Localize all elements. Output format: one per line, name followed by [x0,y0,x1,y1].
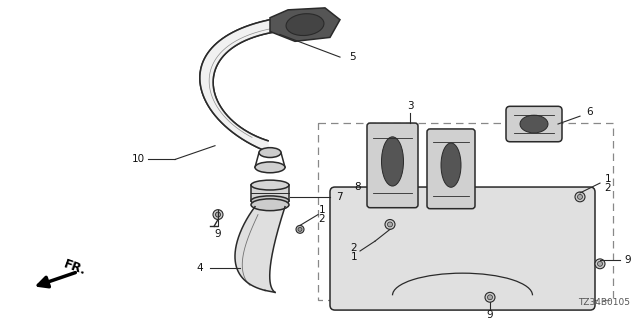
FancyBboxPatch shape [367,123,418,208]
Ellipse shape [286,14,324,36]
Ellipse shape [251,196,289,206]
Circle shape [488,295,493,300]
Circle shape [598,261,602,266]
Text: TZ34B0105: TZ34B0105 [578,298,630,307]
Circle shape [385,220,395,229]
Text: 9: 9 [625,255,631,265]
Polygon shape [235,207,285,292]
Ellipse shape [251,199,289,211]
Ellipse shape [381,137,403,186]
Text: 7: 7 [336,192,342,202]
FancyBboxPatch shape [330,187,595,310]
Circle shape [296,225,304,233]
Circle shape [298,228,302,231]
Text: 2: 2 [351,243,357,253]
Text: 9: 9 [486,310,493,320]
Text: 3: 3 [406,101,413,111]
FancyBboxPatch shape [506,106,562,142]
Ellipse shape [251,180,289,190]
Ellipse shape [520,115,548,133]
Ellipse shape [259,148,281,157]
Circle shape [485,292,495,302]
Text: 1: 1 [605,174,611,184]
Polygon shape [270,8,340,41]
Text: 8: 8 [355,182,362,192]
Text: 5: 5 [349,52,355,62]
Text: FR.: FR. [62,258,88,278]
Polygon shape [251,185,289,201]
Circle shape [577,195,582,199]
Circle shape [216,212,221,217]
Text: 1: 1 [319,205,325,215]
Circle shape [387,222,392,227]
Text: 10: 10 [131,155,145,164]
Text: 6: 6 [587,107,593,117]
Ellipse shape [441,143,461,187]
Text: 2: 2 [319,213,325,224]
Bar [318,123,613,300]
FancyBboxPatch shape [427,129,475,209]
Circle shape [575,192,585,202]
Circle shape [595,259,605,269]
Ellipse shape [255,162,285,173]
Polygon shape [200,15,310,153]
Text: 4: 4 [196,263,204,273]
Circle shape [213,210,223,220]
Text: 1: 1 [351,252,357,262]
Text: 9: 9 [214,229,221,239]
Text: 2: 2 [605,183,611,193]
